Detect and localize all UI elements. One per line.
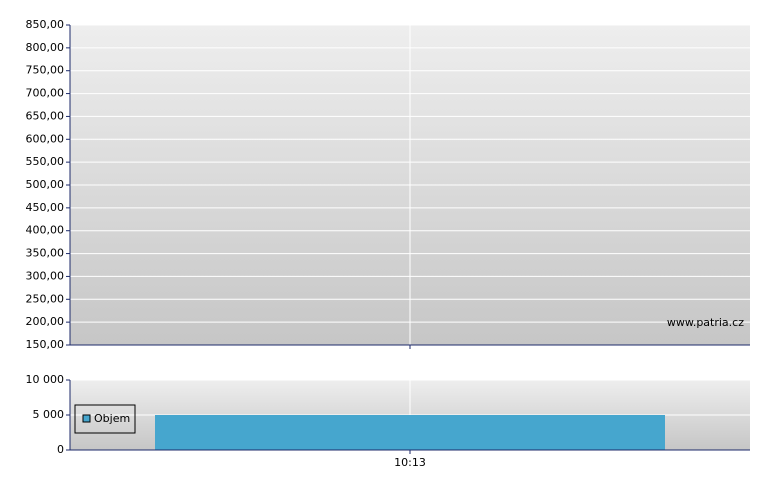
y-tick-label: 200,00 (26, 315, 65, 328)
y-tick-label: 0 (57, 443, 64, 456)
y-tick-label: 700,00 (26, 87, 65, 100)
legend-label: Objem (94, 412, 130, 425)
y-tick-label: 450,00 (26, 201, 65, 214)
x-tick-label: 10:13 (394, 456, 426, 469)
y-tick-label: 750,00 (26, 64, 65, 77)
legend-box (74, 404, 136, 434)
y-tick-label: 5 000 (33, 408, 65, 421)
y-tick-label: 600,00 (26, 132, 65, 145)
y-tick-label: 350,00 (26, 247, 65, 260)
y-tick-label: 850,00 (26, 18, 65, 31)
y-tick-label: 250,00 (26, 292, 65, 305)
y-tick-label: 300,00 (26, 269, 65, 282)
bar (155, 415, 665, 450)
y-tick-label: 150,00 (26, 338, 65, 351)
watermark: www.patria.cz (667, 316, 744, 329)
y-tick-label: 10 000 (26, 373, 65, 386)
legend-swatch (82, 414, 91, 423)
y-tick-label: 500,00 (26, 178, 65, 191)
y-tick-label: 400,00 (26, 224, 65, 237)
y-tick-label: 800,00 (26, 41, 65, 54)
y-tick-label: 550,00 (26, 155, 65, 168)
y-tick-label: 650,00 (26, 109, 65, 122)
